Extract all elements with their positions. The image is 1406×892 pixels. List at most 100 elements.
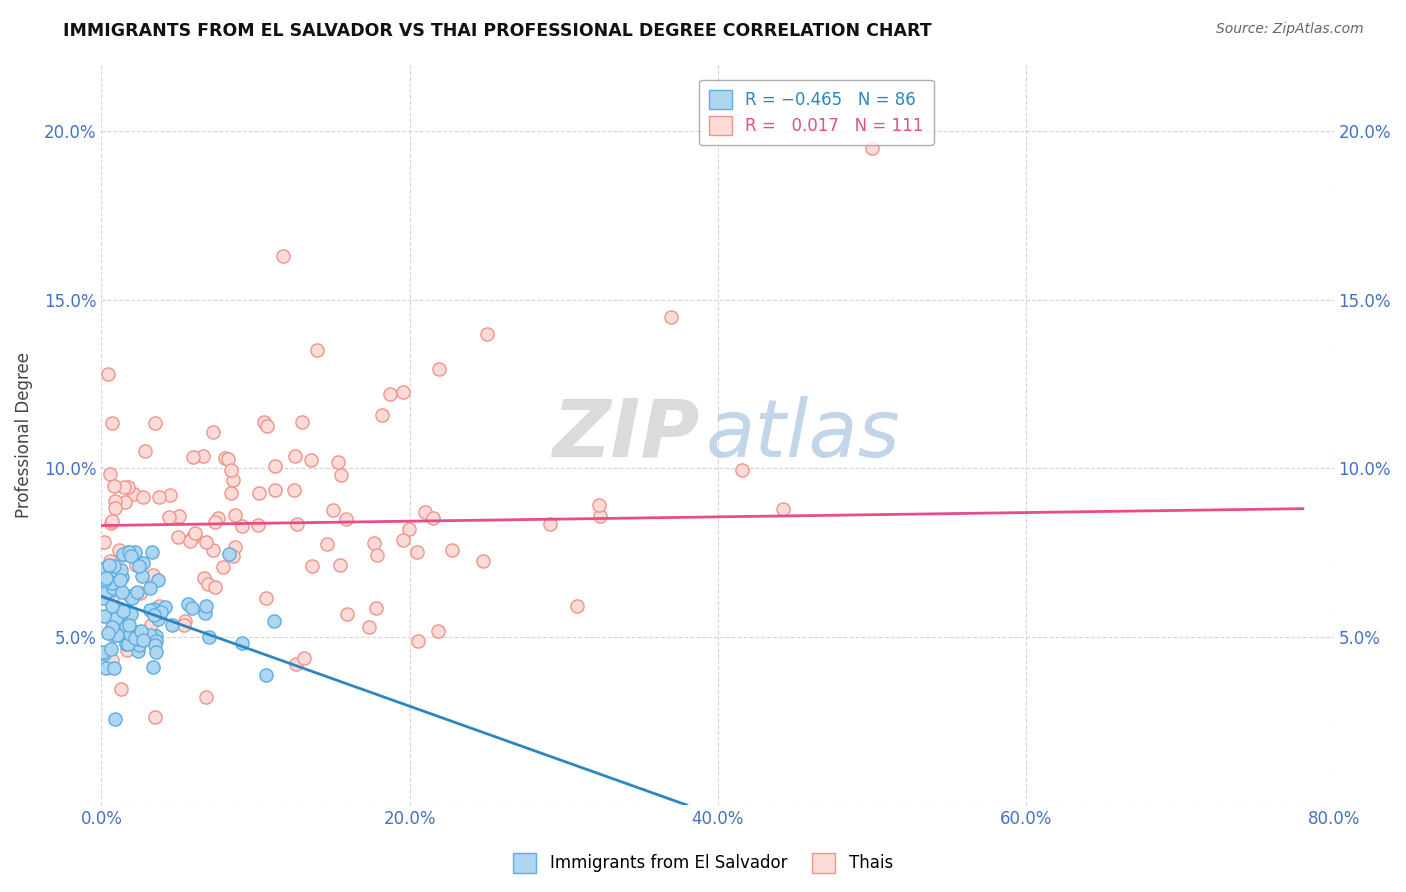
Point: [588, 498, 610, 512]
Point: [94, 565, 117, 579]
Point: [100, 514, 122, 528]
Point: [96, 571, 118, 585]
Point: [659, 310, 682, 324]
Point: [124, 627, 146, 641]
Point: [307, 343, 329, 358]
Point: [141, 545, 163, 559]
Point: [204, 516, 226, 530]
Point: [195, 690, 218, 704]
Point: [167, 508, 190, 523]
Point: [105, 618, 128, 632]
Point: [117, 545, 139, 559]
Point: [202, 425, 225, 439]
Point: [132, 491, 155, 505]
Point: [149, 605, 172, 619]
Point: [104, 570, 127, 584]
Point: [145, 634, 167, 648]
Point: [197, 577, 219, 591]
Point: [181, 450, 204, 464]
Point: [145, 606, 167, 620]
Point: [363, 535, 385, 549]
Point: [322, 503, 344, 517]
Point: [475, 326, 498, 341]
Point: [335, 511, 357, 525]
Point: [148, 490, 170, 504]
Point: [329, 468, 352, 483]
Point: [121, 591, 143, 605]
Point: [254, 668, 277, 682]
Point: [285, 657, 308, 672]
Point: [100, 516, 122, 531]
Point: [110, 621, 132, 635]
Point: [139, 628, 162, 642]
Point: [93, 535, 115, 549]
Point: [101, 590, 124, 604]
Point: [472, 553, 495, 567]
Point: [145, 629, 167, 643]
Point: [112, 480, 135, 494]
Point: [110, 681, 132, 696]
Point: [440, 543, 463, 558]
Point: [285, 516, 308, 531]
Point: [112, 604, 135, 618]
Point: [565, 599, 588, 613]
Point: [173, 617, 195, 632]
Point: [127, 584, 149, 599]
Point: [772, 501, 794, 516]
Point: [129, 624, 152, 638]
Point: [118, 590, 141, 604]
Point: [103, 581, 125, 595]
Point: [246, 518, 269, 533]
Point: [124, 558, 146, 572]
Point: [283, 483, 305, 497]
Point: [398, 522, 420, 536]
Point: [100, 599, 122, 613]
Point: [107, 566, 129, 580]
Point: [159, 488, 181, 502]
Y-axis label: Professional Degree: Professional Degree: [15, 351, 32, 517]
Point: [731, 463, 754, 477]
Point: [221, 485, 243, 500]
Point: [101, 653, 124, 667]
Point: [371, 408, 394, 422]
Point: [91, 591, 114, 605]
Point: [134, 443, 156, 458]
Point: [98, 558, 121, 573]
Point: [93, 647, 115, 661]
Point: [860, 141, 883, 155]
Point: [128, 639, 150, 653]
Point: [427, 624, 450, 639]
Point: [139, 618, 162, 632]
Point: [101, 575, 124, 590]
Point: [174, 614, 197, 628]
Point: [195, 535, 218, 549]
Point: [263, 483, 285, 498]
Point: [406, 545, 429, 559]
Point: [132, 632, 155, 647]
Point: [166, 530, 188, 544]
Point: [132, 557, 155, 571]
Point: [105, 601, 128, 615]
Point: [105, 574, 128, 589]
Point: [111, 585, 134, 599]
Point: [124, 632, 146, 646]
Point: [127, 625, 149, 640]
Point: [364, 600, 387, 615]
Point: [122, 487, 145, 501]
Point: [145, 645, 167, 659]
Point: [224, 508, 246, 522]
Point: [118, 618, 141, 632]
Point: [142, 567, 165, 582]
Point: [108, 573, 131, 587]
Point: [247, 485, 270, 500]
Point: [231, 519, 253, 533]
Point: [218, 547, 240, 561]
Point: [299, 453, 322, 467]
Point: [183, 525, 205, 540]
Point: [111, 548, 134, 562]
Point: [392, 385, 415, 400]
Point: [222, 549, 245, 563]
Point: [115, 637, 138, 651]
Point: [124, 545, 146, 559]
Point: [101, 582, 124, 597]
